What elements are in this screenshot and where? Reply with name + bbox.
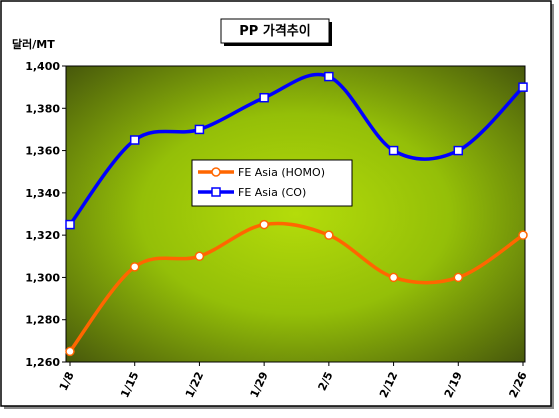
y-tick-label: 1,380 — [25, 102, 60, 115]
y-axis-label: 달러/MT — [12, 37, 55, 51]
legend — [191, 159, 353, 207]
plot — [65, 71, 528, 357]
marker — [388, 272, 399, 283]
y-tick-label: 1,320 — [25, 229, 60, 242]
y-tick-label: 1,360 — [25, 145, 60, 158]
marker — [129, 135, 140, 145]
marker — [211, 187, 221, 197]
y-tick-label: 1,260 — [25, 356, 60, 369]
y-tick-label: 1,300 — [25, 271, 60, 284]
marker — [65, 346, 75, 357]
title-box — [220, 18, 330, 44]
marker — [388, 145, 399, 156]
marker — [518, 230, 528, 240]
marker — [65, 219, 75, 230]
marker — [518, 82, 528, 92]
marker — [259, 92, 269, 103]
y-tick-label: 1,340 — [25, 187, 60, 200]
marker — [194, 251, 205, 262]
legend-label: FE Asia (HOMO) — [238, 166, 325, 179]
legend-label: FE Asia (CO) — [238, 186, 306, 199]
marker — [324, 230, 334, 240]
marker — [194, 124, 205, 135]
marker — [453, 145, 464, 156]
marker — [324, 71, 334, 82]
marker — [259, 219, 269, 230]
marker — [211, 167, 221, 177]
chart-title: PP 가격추이 — [239, 23, 310, 39]
legend-items: FE Asia (HOMO) FE Asia (CO) — [198, 166, 325, 199]
marker — [129, 262, 140, 272]
marker — [453, 272, 464, 283]
y-tick-label: 1,400 — [25, 60, 60, 73]
plot-area — [65, 65, 526, 363]
y-tick-label: 1,280 — [25, 314, 60, 327]
